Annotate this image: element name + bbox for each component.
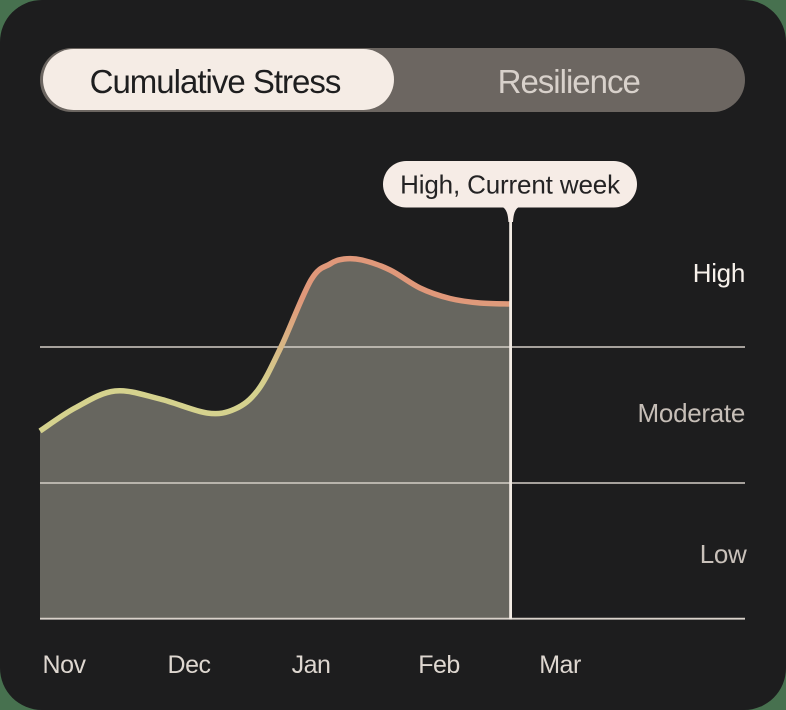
svg-text:Low: Low bbox=[700, 539, 747, 569]
svg-text:Jan: Jan bbox=[292, 651, 331, 679]
svg-text:High, Current week: High, Current week bbox=[400, 170, 621, 200]
svg-text:Moderate: Moderate bbox=[638, 398, 745, 428]
svg-text:Feb: Feb bbox=[418, 651, 460, 679]
svg-text:Dec: Dec bbox=[168, 651, 211, 679]
svg-text:High: High bbox=[693, 258, 745, 288]
svg-text:Nov: Nov bbox=[43, 651, 87, 679]
svg-text:Mar: Mar bbox=[539, 651, 581, 679]
